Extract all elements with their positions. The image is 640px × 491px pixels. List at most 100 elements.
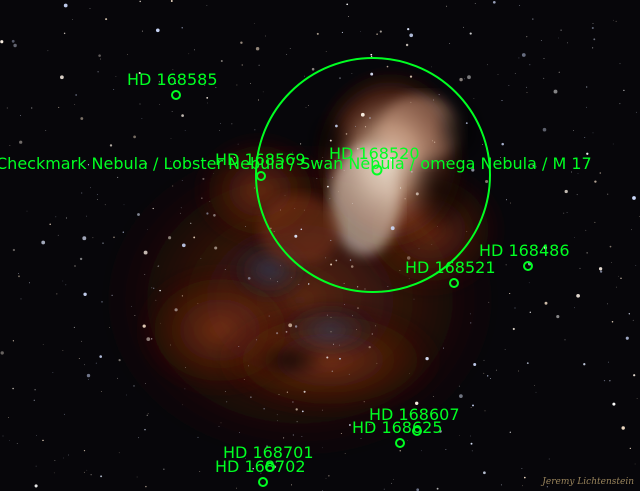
background-star [220,422,222,424]
background-star [571,171,572,173]
background-star [325,257,327,259]
background-star [532,18,534,20]
background-star [83,449,86,452]
background-star [100,475,103,478]
background-star [122,231,124,233]
background-star [556,315,560,319]
background-star [41,240,46,245]
background-star [224,269,226,270]
background-star [497,73,499,75]
background-star [370,407,372,409]
background-star [500,484,502,486]
background-star [90,474,92,476]
background-star [240,41,243,44]
background-star [258,64,260,66]
background-star [514,307,516,309]
background-star [542,127,547,132]
background-star [254,129,256,131]
background-star [170,0,173,2]
background-star [348,373,350,375]
background-star [406,256,411,260]
background-star [364,288,366,290]
background-star [349,424,351,426]
background-star [303,209,305,211]
background-star [146,337,151,341]
background-star [181,27,183,29]
background-star [409,75,413,78]
background-star [379,30,382,33]
background-star [255,46,260,51]
background-star [151,287,153,289]
background-star [145,383,146,384]
background-star [170,138,172,139]
background-star [213,214,216,217]
background-star [619,63,621,65]
background-star [117,176,119,178]
background-star [469,435,471,437]
background-star [636,398,638,400]
background-star [585,229,587,231]
background-star [263,408,265,410]
background-star [296,421,298,423]
background-star [97,71,99,73]
background-star [529,64,531,66]
background-star [63,32,66,35]
background-star [75,94,77,96]
background-star [340,432,342,434]
background-star [236,84,238,86]
background-star [281,461,283,463]
background-star [459,394,463,398]
background-star [518,57,520,59]
background-star [20,115,22,117]
background-star [34,484,38,488]
background-star [612,402,616,406]
background-star [368,345,371,349]
background-star [62,457,64,459]
background-star [485,179,489,184]
background-star [157,265,159,267]
background-star [95,362,97,364]
background-star [566,212,568,214]
background-star [214,246,218,250]
nebula-label: Checkmark Nebula / Lobster Nebula / Swan… [0,154,592,173]
background-star [620,277,622,279]
background-star [598,267,603,271]
background-star [185,367,186,368]
background-star [391,482,393,484]
background-star [466,231,468,232]
background-star [276,414,278,416]
background-star [411,171,413,173]
background-star [416,488,420,491]
background-star [518,370,520,372]
background-star [90,187,91,189]
background-star [404,198,406,200]
background-star [421,450,422,452]
background-star [573,130,574,131]
background-star [375,325,376,327]
background-star [133,385,135,387]
background-star [12,340,14,342]
background-star [290,276,292,278]
background-star [364,126,367,128]
background-star [96,194,98,195]
background-star [610,261,612,263]
background-star [330,263,333,266]
background-star [168,236,172,240]
background-star [350,265,354,268]
background-star [231,123,233,125]
background-star [137,213,140,216]
background-star [528,282,530,284]
background-star [355,125,356,127]
background-star [438,94,440,96]
background-star [509,431,511,433]
background-star [335,124,338,128]
background-star [238,346,240,347]
background-star [420,417,422,418]
background-star [277,281,278,283]
background-star [292,401,294,403]
background-star [304,75,305,77]
background-star [486,64,488,66]
background-star [244,458,246,460]
background-star [330,317,332,318]
background-star [278,394,280,395]
